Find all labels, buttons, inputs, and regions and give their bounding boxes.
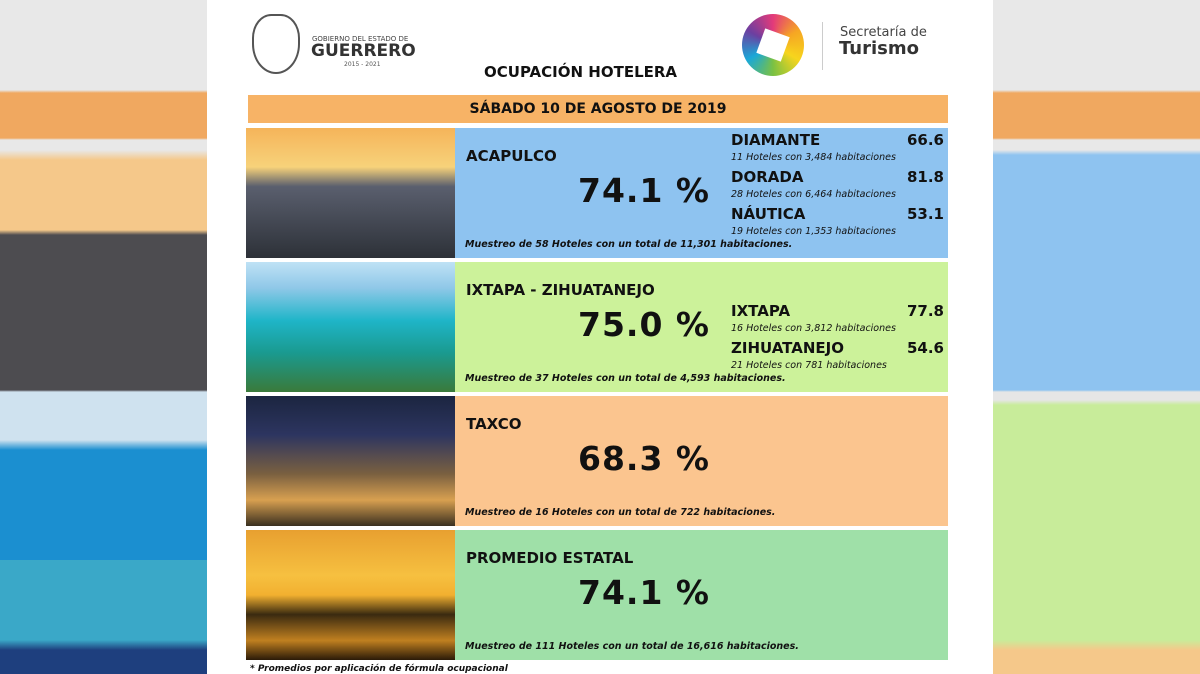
subzone-name: DORADA [731, 168, 804, 186]
section-rate: 68.3 % [578, 439, 710, 478]
subzone-detail: 28 Hoteles con 6,464 habitaciones [731, 189, 896, 200]
section-sample: Muestreo de 58 Hoteles con un total de 1… [465, 239, 793, 250]
title: OCUPACIÓN HOTELERA [484, 63, 678, 81]
section-panel [455, 530, 948, 660]
section-photo [246, 530, 455, 660]
subzone-detail: 19 Hoteles con 1,353 habitaciones [731, 226, 896, 237]
section-photo [246, 262, 455, 392]
footnote: * Promedios por aplicación de fórmula oc… [250, 664, 508, 674]
subzone-value: 54.6 [906, 339, 944, 357]
subzone-name: ZIHUATANEJO [731, 339, 844, 357]
date-bar [248, 95, 948, 123]
section-photo [246, 396, 455, 526]
gov-line: GOBIERNO DEL ESTADO DE [312, 35, 409, 43]
subzone-detail: 11 Hoteles con 3,484 habitaciones [731, 152, 896, 163]
subzone-name: NÁUTICA [731, 205, 806, 223]
section-name: ACAPULCO [466, 147, 557, 165]
section-rate: 74.1 % [578, 573, 710, 612]
side-right [993, 0, 1200, 674]
gov-name: GUERRERO [311, 41, 416, 61]
subzone-value: 77.8 [906, 302, 944, 320]
subzone-name: DIAMANTE [731, 131, 821, 149]
subzone-value: 81.8 [906, 168, 944, 186]
section-name: IXTAPA - ZIHUATANEJO [466, 281, 655, 299]
subzone-name: IXTAPA [731, 302, 791, 320]
section-name: TAXCO [466, 415, 522, 433]
side-left [0, 0, 207, 674]
gov-years: 2015 - 2021 [344, 61, 381, 68]
section-sample: Muestreo de 111 Hoteles con un total de … [465, 641, 799, 652]
logo-divider [822, 22, 823, 70]
subzone-detail: 16 Hoteles con 3,812 habitaciones [731, 323, 896, 334]
date: SÁBADO 10 DE AGOSTO DE 2019 [469, 101, 727, 117]
subzone-detail: 21 Hoteles con 781 habitaciones [731, 360, 887, 371]
section-photo [246, 128, 455, 258]
sec-name: Turismo [839, 38, 919, 59]
section-panel [455, 262, 948, 392]
section-rate: 75.0 % [578, 305, 710, 344]
section-sample: Muestreo de 16 Hoteles con un total de 7… [465, 507, 776, 518]
subzone-value: 53.1 [906, 205, 944, 223]
coat-of-arms [252, 14, 300, 74]
section-panel [455, 396, 948, 526]
section-name: PROMEDIO ESTATAL [466, 549, 634, 567]
section-panel [455, 128, 948, 258]
subzone-value: 66.6 [906, 131, 944, 149]
sec-line: Secretaría de [840, 25, 927, 40]
section-rate: 74.1 % [578, 171, 710, 210]
section-sample: Muestreo de 37 Hoteles con un total de 4… [465, 373, 786, 384]
